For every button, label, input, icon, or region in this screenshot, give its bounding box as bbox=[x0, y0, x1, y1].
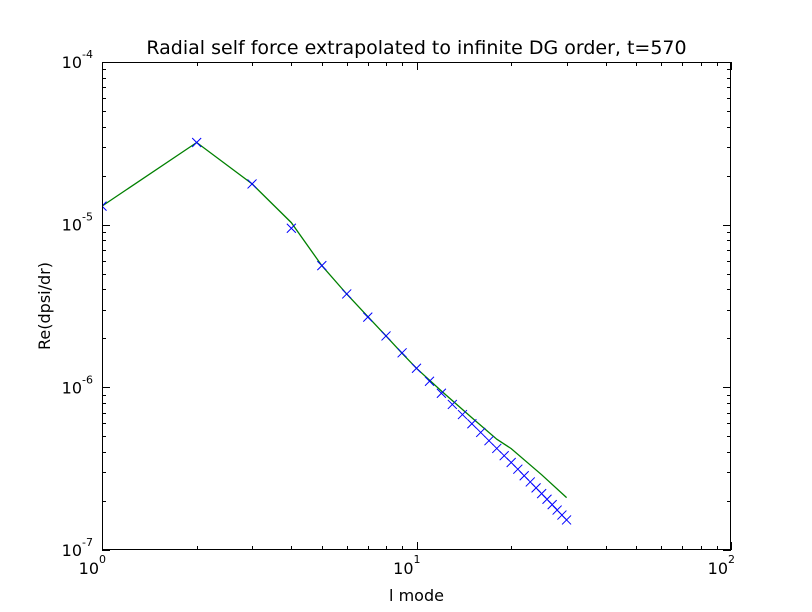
data-point-marker bbox=[362, 312, 373, 323]
data-point-marker bbox=[102, 201, 107, 211]
data-point-marker bbox=[316, 260, 327, 271]
data-point-marker bbox=[484, 435, 494, 446]
data-point-marker bbox=[436, 388, 447, 399]
y-tick-label: 10 -6 bbox=[62, 373, 93, 397]
y-tick-label-exponent: -5 bbox=[82, 211, 93, 224]
chart-title: Radial self force extrapolated to infini… bbox=[146, 37, 686, 59]
y-tick-label: 10 -5 bbox=[62, 211, 93, 235]
data-point-marker bbox=[457, 409, 468, 420]
y-axis-label: Re(dpsi/dr) bbox=[35, 262, 54, 350]
x-tick-label-exponent: 0 bbox=[99, 553, 106, 566]
y-tick-label-base: 10 bbox=[62, 216, 82, 235]
data-point-marker bbox=[467, 418, 477, 429]
y-tick-label-base: 10 bbox=[62, 53, 82, 72]
data-point-marker bbox=[191, 137, 202, 148]
data-point-marker bbox=[475, 427, 486, 438]
y-tick-label-base: 10 bbox=[62, 541, 82, 560]
data-point-marker bbox=[381, 331, 391, 341]
data-point-marker bbox=[411, 363, 422, 374]
data-point-marker bbox=[424, 376, 435, 387]
series-markers bbox=[102, 137, 572, 525]
x-tick-label-base: 10 bbox=[79, 559, 99, 578]
x-tick-label-base: 10 bbox=[393, 559, 413, 578]
series-line bbox=[102, 141, 568, 499]
x-tick-label-base: 10 bbox=[708, 559, 728, 578]
x-tick-label: 10 0 bbox=[79, 553, 106, 578]
data-point-marker bbox=[447, 399, 458, 410]
data-point-marker bbox=[247, 179, 257, 189]
x-tick-label-exponent: 1 bbox=[414, 553, 421, 566]
y-tick-label: 10 -4 bbox=[62, 48, 93, 72]
x-tick-label: 10 2 bbox=[708, 553, 735, 578]
data-point-marker bbox=[286, 223, 297, 234]
y-tick-label: 10 -7 bbox=[62, 536, 93, 560]
plot-area: 10 0 10 1 10 210 -710 -610 -510 -4 bbox=[62, 48, 735, 578]
data-point-marker bbox=[561, 515, 572, 525]
y-tick-label-exponent: -6 bbox=[82, 373, 93, 386]
x-axis-label: l mode bbox=[389, 586, 444, 605]
x-tick-label-exponent: 2 bbox=[728, 553, 735, 566]
y-tick-label-exponent: -7 bbox=[82, 536, 93, 549]
x-tick-label: 10 1 bbox=[393, 553, 420, 578]
axes-frame bbox=[102, 62, 731, 550]
y-tick-label-base: 10 bbox=[62, 378, 82, 397]
series-group bbox=[102, 137, 572, 525]
data-point-marker bbox=[397, 347, 407, 358]
y-tick-label-exponent: -4 bbox=[82, 48, 93, 61]
data-point-marker bbox=[341, 289, 352, 299]
